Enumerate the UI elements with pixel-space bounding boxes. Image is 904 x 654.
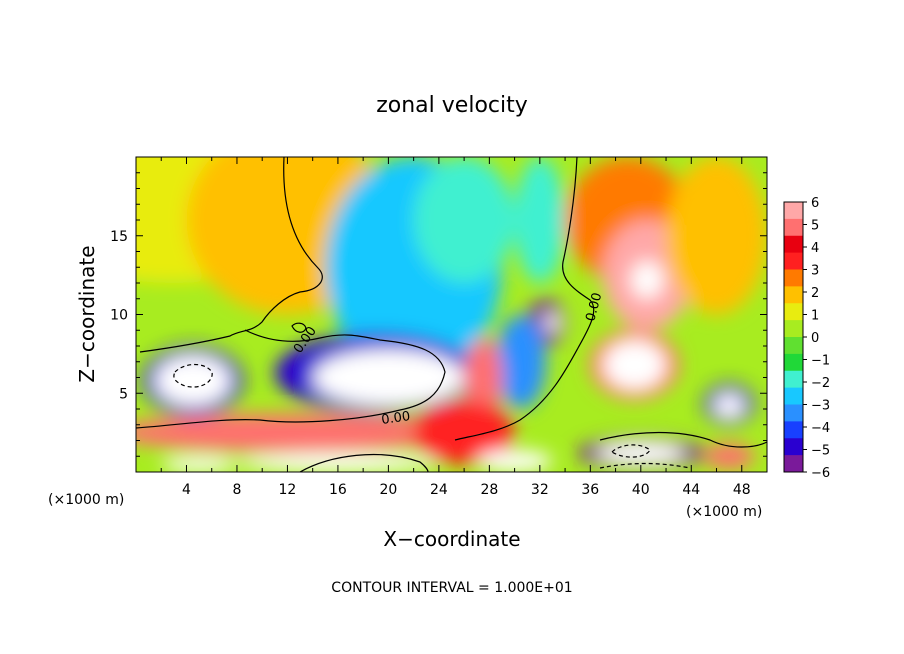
velocity-region [154, 355, 231, 406]
colorbar-swatch [784, 202, 803, 220]
x-unit-label-left: (×1000 m) [48, 492, 124, 508]
x-tick-label: 16 [329, 482, 347, 498]
colorbar-label: 1 [811, 309, 819, 324]
contour-lines [136, 157, 767, 472]
x-tick-label: 20 [379, 482, 397, 498]
colorbar-label: 3 [811, 264, 819, 279]
contour-zero-lower [599, 431, 767, 448]
x-tick-label: 12 [279, 482, 297, 498]
colorbar [783, 201, 804, 473]
x-tick-labels: 4 8 12 16 20 24 28 32 36 40 44 48 [182, 482, 751, 498]
colorbar-swatch [784, 218, 803, 237]
plot-area: 0.00 0.00 0.00 [136, 157, 767, 472]
velocity-region [602, 339, 667, 391]
colorbar-swatch [784, 337, 803, 355]
velocity-region [514, 157, 566, 283]
colorbar-label: −3 [811, 399, 830, 414]
velocity-region [630, 260, 664, 299]
velocity-region [544, 312, 561, 332]
contour-bottom [299, 453, 429, 472]
velocity-field [136, 157, 767, 472]
colorbar-swatch [784, 370, 803, 389]
velocity-region [161, 456, 237, 472]
axis-ticks [135, 156, 768, 473]
velocity-region [136, 413, 465, 452]
colorbar-label: 6 [811, 196, 819, 211]
colorbar-swatch [784, 235, 803, 254]
x-tick-label: 44 [682, 482, 700, 498]
colorbar-swatch [784, 421, 803, 439]
colorbar-swatch [784, 252, 803, 270]
velocity-region [703, 443, 755, 469]
colorbar-label: 2 [811, 286, 819, 301]
y-tick-labels: 5 10 15 [110, 229, 128, 403]
colorbar-label: −1 [811, 354, 830, 369]
contour-zero-right [454, 157, 595, 441]
velocity-region [413, 401, 515, 465]
colorbar-label: −4 [811, 421, 830, 436]
colorbar-label: 4 [811, 241, 819, 256]
contour-label-center: 0.00 [380, 409, 411, 428]
velocity-region [495, 314, 547, 409]
x-axis-label: X−coordinate [383, 527, 520, 551]
velocity-region [464, 338, 502, 417]
x-unit-label-right: (×1000 m) [686, 504, 762, 520]
colorbar-label: 5 [811, 219, 819, 234]
contour-small-loop [291, 322, 307, 333]
y-tick-label: 5 [119, 386, 128, 402]
colorbar-swatch [784, 286, 803, 304]
contour-zero-center [136, 329, 446, 429]
contour-dashed-left [173, 363, 213, 388]
y-tick-label: 15 [110, 229, 128, 245]
velocity-region [312, 349, 465, 406]
colorbar-label: −2 [811, 376, 830, 391]
x-tick-label: 32 [531, 482, 549, 498]
colorbar-swatch [784, 404, 803, 422]
colorbar-swatch [784, 438, 803, 456]
velocity-region [666, 157, 767, 315]
contour-interval-note: CONTOUR INTERVAL = 1.000E+01 [331, 580, 572, 596]
contour-label-right: 0.00 [583, 291, 605, 323]
colorbar-label: −5 [811, 444, 830, 459]
colorbar-swatch [784, 269, 803, 287]
colorbar-swatch [784, 303, 803, 321]
colorbar-label: −6 [811, 466, 830, 481]
x-tick-label: 28 [480, 482, 498, 498]
x-tick-label: 48 [733, 482, 751, 498]
y-axis-label: Z−coordinate [75, 245, 99, 382]
colorbar-labels: 6 5 4 3 2 1 0 −1 −2 −3 −4 −5 −6 [803, 196, 830, 481]
contour-zero-left [139, 157, 323, 353]
colorbar-swatch [784, 320, 803, 338]
velocity-region [713, 393, 745, 419]
velocity-region [413, 157, 515, 283]
chart-title: zonal velocity [376, 93, 528, 118]
colorbar-swatch [784, 387, 803, 405]
y-tick-label: 10 [110, 308, 128, 324]
x-tick-label: 4 [182, 482, 191, 498]
colorbar-swatch [784, 455, 803, 473]
x-tick-label: 40 [632, 482, 650, 498]
colorbar-label: 0 [811, 331, 819, 346]
x-tick-label: 8 [232, 482, 241, 498]
contour-dashed-bottom [599, 462, 691, 469]
colorbar-swatch [784, 353, 803, 372]
velocity-region [476, 449, 553, 472]
x-tick-label: 36 [581, 482, 599, 498]
x-tick-label: 24 [430, 482, 448, 498]
